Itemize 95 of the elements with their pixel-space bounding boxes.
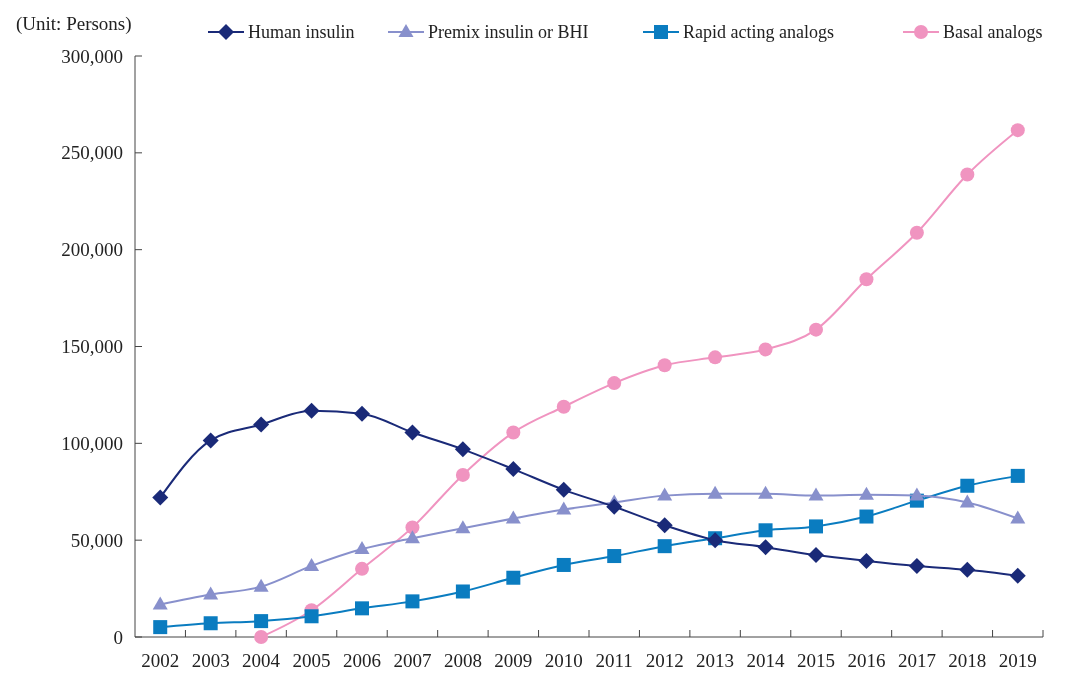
y-tick-label: 0 <box>113 626 123 648</box>
x-tick-label: 2016 <box>847 650 886 671</box>
legend-label: Human insulin <box>248 22 355 43</box>
point <box>354 405 370 422</box>
point <box>254 630 269 644</box>
point <box>203 616 218 631</box>
point <box>254 614 269 629</box>
point <box>859 509 874 524</box>
legend-label: Rapid acting analogs <box>683 22 834 43</box>
point <box>404 424 421 441</box>
y-tick-label: 100,000 <box>61 432 123 454</box>
point <box>505 461 522 478</box>
point <box>758 523 773 538</box>
point <box>657 487 673 501</box>
y-tick-label: 50,000 <box>70 529 123 551</box>
point <box>607 376 622 391</box>
point <box>908 557 925 574</box>
y-axis-title: (Unit: Persons) <box>16 13 132 35</box>
y-tick-label: 300,000 <box>61 45 123 67</box>
point <box>757 539 774 556</box>
point <box>657 539 672 554</box>
point <box>405 520 420 535</box>
point <box>203 586 219 600</box>
x-tick-label: 2008 <box>443 650 482 671</box>
x-tick-label: 2003 <box>191 650 230 671</box>
point <box>656 517 673 534</box>
y-tick-label: 150,000 <box>61 336 123 358</box>
point <box>708 350 723 365</box>
point <box>455 520 471 534</box>
point <box>556 557 571 572</box>
point <box>405 594 420 609</box>
x-tick-label: 2010 <box>544 650 583 671</box>
point <box>506 425 521 440</box>
point <box>202 432 219 449</box>
legend-label: Premix insulin or BHI <box>428 22 589 43</box>
point <box>253 416 270 433</box>
point <box>809 322 823 337</box>
point <box>758 342 773 357</box>
x-tick-label: 2002 <box>141 650 180 671</box>
point <box>808 487 824 501</box>
x-tick-label: 2006 <box>343 650 381 671</box>
point <box>960 167 975 182</box>
point <box>606 498 623 515</box>
point <box>304 557 320 571</box>
x-tick-label: 2005 <box>292 650 331 671</box>
legend-label: Basal analogs <box>943 22 1043 43</box>
x-tick-label: 2017 <box>897 650 936 671</box>
point <box>858 486 874 500</box>
point <box>1010 468 1025 483</box>
point <box>304 609 319 624</box>
point <box>809 519 823 534</box>
point <box>909 487 925 501</box>
point <box>859 272 874 287</box>
point <box>354 541 370 555</box>
y-tick-label: 200,000 <box>61 239 123 261</box>
x-tick-label: 2015 <box>797 650 835 671</box>
point <box>455 584 470 599</box>
point <box>959 561 976 578</box>
x-tick-label: 2007 <box>393 650 432 671</box>
point <box>960 478 975 493</box>
point <box>808 547 824 564</box>
x-tick-label: 2012 <box>645 650 684 671</box>
point <box>556 399 571 414</box>
y-tick-label: 250,000 <box>61 142 123 164</box>
point <box>152 489 169 506</box>
point <box>253 578 269 592</box>
point <box>505 510 521 524</box>
point <box>454 441 471 458</box>
x-tick-label: 2018 <box>948 650 987 671</box>
point <box>1010 510 1026 524</box>
x-tick-label: 2013 <box>696 650 735 671</box>
point <box>909 225 924 240</box>
point <box>153 620 168 635</box>
point <box>707 485 723 499</box>
point <box>657 358 672 373</box>
x-tick-label: 2009 <box>494 650 533 671</box>
point <box>959 494 975 508</box>
point <box>556 501 572 515</box>
point <box>555 481 572 498</box>
x-tick-label: 2004 <box>242 650 281 671</box>
x-tick-label: 2011 <box>595 650 633 671</box>
point <box>355 561 369 576</box>
point <box>1009 567 1026 584</box>
point <box>355 601 369 616</box>
point <box>506 570 521 585</box>
x-tick-label: 2014 <box>746 650 786 671</box>
point <box>152 596 168 610</box>
point <box>607 549 622 564</box>
point <box>1010 123 1025 138</box>
point <box>303 402 320 419</box>
point <box>758 485 774 499</box>
x-tick-label: 2019 <box>998 650 1037 671</box>
point <box>455 467 470 482</box>
point <box>404 530 420 544</box>
point <box>858 552 875 569</box>
